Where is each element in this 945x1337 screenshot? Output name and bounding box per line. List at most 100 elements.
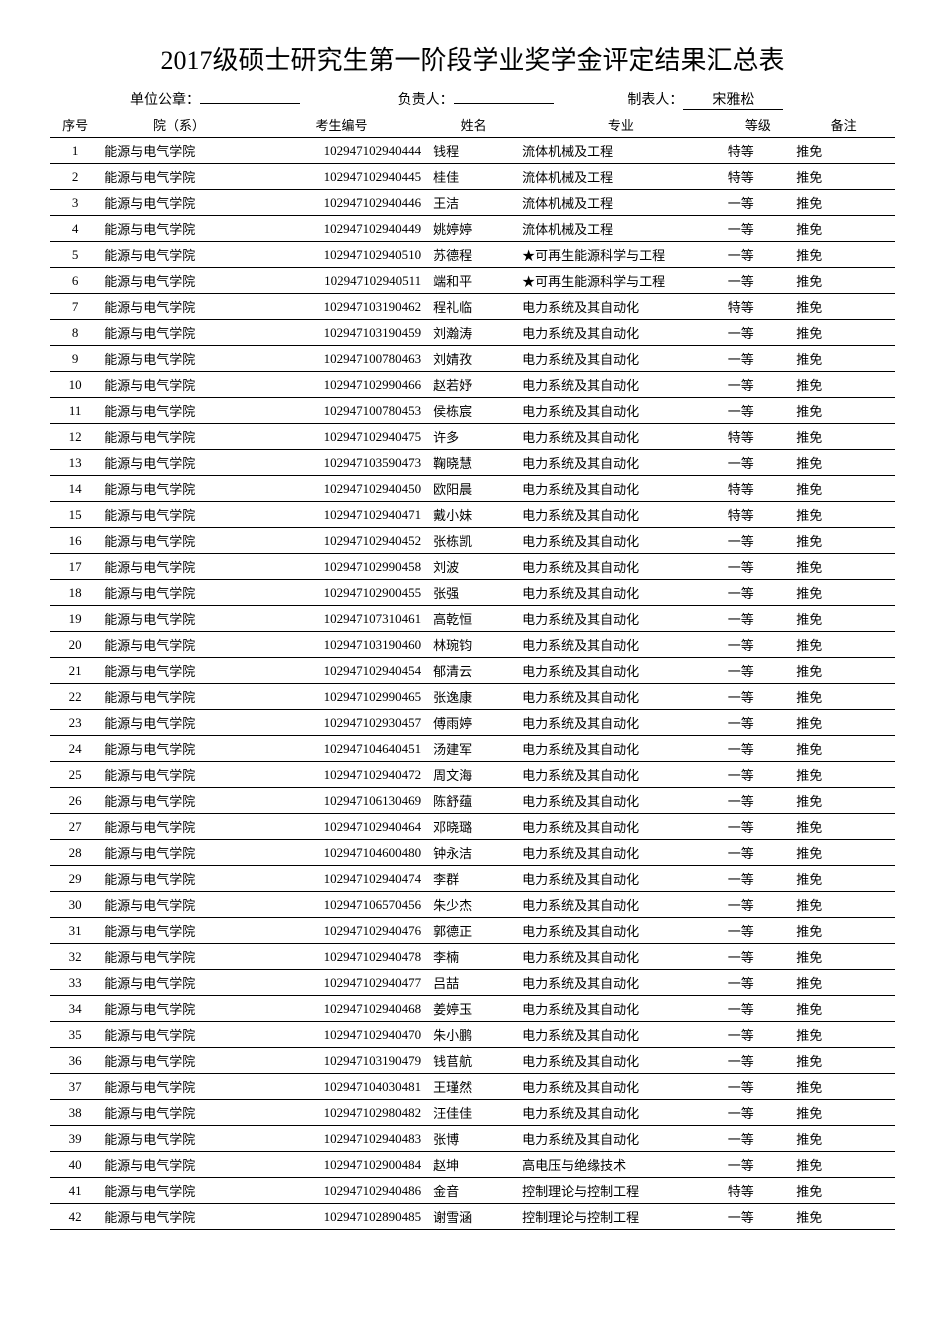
- table-cell: 能源与电气学院: [100, 1074, 258, 1100]
- table-cell: 电力系统及其自动化: [518, 502, 724, 528]
- table-row: 7能源与电气学院102947103190462程礼临电力系统及其自动化特等推免: [50, 294, 895, 320]
- table-cell: 能源与电气学院: [100, 372, 258, 398]
- table-cell: 2: [50, 164, 100, 190]
- table-cell: 26: [50, 788, 100, 814]
- table-cell: 一等: [724, 658, 793, 684]
- table-row: 1能源与电气学院102947102940444钱程流体机械及工程特等推免: [50, 138, 895, 164]
- table-cell: 推免: [792, 1074, 895, 1100]
- meta-maker: 制表人： 宋雅松: [627, 89, 855, 110]
- table-row: 6能源与电气学院102947102940511端和平★可再生能源科学与工程一等推…: [50, 268, 895, 294]
- table-cell: 姚婷婷: [429, 216, 518, 242]
- table-cell: 电力系统及其自动化: [518, 736, 724, 762]
- table-cell: 11: [50, 398, 100, 424]
- table-cell: 能源与电气学院: [100, 918, 258, 944]
- table-row: 25能源与电气学院102947102940472周文海电力系统及其自动化一等推免: [50, 762, 895, 788]
- table-cell: 能源与电气学院: [100, 840, 258, 866]
- table-row: 13能源与电气学院102947103590473鞠晓慧电力系统及其自动化一等推免: [50, 450, 895, 476]
- table-cell: 能源与电气学院: [100, 658, 258, 684]
- table-cell: 一等: [724, 736, 793, 762]
- table-cell: 特等: [724, 1178, 793, 1204]
- table-cell: 102947102990465: [258, 684, 429, 710]
- table-cell: 推免: [792, 138, 895, 164]
- table-cell: 电力系统及其自动化: [518, 970, 724, 996]
- col-header-dept: 院（系）: [100, 112, 258, 138]
- table-row: 9能源与电气学院102947100780463刘婧孜电力系统及其自动化一等推免: [50, 346, 895, 372]
- table-cell: 推免: [792, 866, 895, 892]
- table-cell: 102947102940468: [258, 996, 429, 1022]
- table-cell: 102947102890485: [258, 1204, 429, 1230]
- table-row: 11能源与电气学院102947100780453侯栋宸电力系统及其自动化一等推免: [50, 398, 895, 424]
- table-cell: 一等: [724, 918, 793, 944]
- table-cell: 102947103190462: [258, 294, 429, 320]
- table-cell: 推免: [792, 294, 895, 320]
- table-cell: 电力系统及其自动化: [518, 1048, 724, 1074]
- table-cell: 钟永洁: [429, 840, 518, 866]
- table-cell: 12: [50, 424, 100, 450]
- table-cell: 24: [50, 736, 100, 762]
- table-cell: 推免: [792, 658, 895, 684]
- table-cell: 能源与电气学院: [100, 762, 258, 788]
- table-cell: 一等: [724, 1204, 793, 1230]
- table-row: 29能源与电气学院102947102940474李群电力系统及其自动化一等推免: [50, 866, 895, 892]
- table-cell: 能源与电气学院: [100, 216, 258, 242]
- col-header-major: 专业: [518, 112, 724, 138]
- table-cell: 电力系统及其自动化: [518, 450, 724, 476]
- table-cell: 欧阳晨: [429, 476, 518, 502]
- table-cell: 30: [50, 892, 100, 918]
- page-title: 2017级硕士研究生第一阶段学业奖学金评定结果汇总表: [50, 40, 895, 77]
- table-cell: 一等: [724, 554, 793, 580]
- table-header-row: 序号 院（系） 考生编号 姓名 专业 等级 备注: [50, 112, 895, 138]
- table-cell: 一等: [724, 268, 793, 294]
- table-row: 10能源与电气学院102947102990466赵若妤电力系统及其自动化一等推免: [50, 372, 895, 398]
- table-row: 12能源与电气学院102947102940475许多电力系统及其自动化特等推免: [50, 424, 895, 450]
- table-cell: 能源与电气学院: [100, 502, 258, 528]
- table-cell: 邓晓璐: [429, 814, 518, 840]
- table-cell: 苏德程: [429, 242, 518, 268]
- table-cell: 朱小鹏: [429, 1022, 518, 1048]
- table-cell: 一等: [724, 970, 793, 996]
- table-cell: 推免: [792, 1126, 895, 1152]
- table-cell: 推免: [792, 892, 895, 918]
- table-cell: 一等: [724, 398, 793, 424]
- table-cell: 推免: [792, 528, 895, 554]
- table-cell: 能源与电气学院: [100, 190, 258, 216]
- table-cell: 一等: [724, 1152, 793, 1178]
- table-cell: 102947102990466: [258, 372, 429, 398]
- table-cell: 张博: [429, 1126, 518, 1152]
- table-cell: 一等: [724, 684, 793, 710]
- table-cell: 18: [50, 580, 100, 606]
- table-cell: 一等: [724, 580, 793, 606]
- table-cell: 能源与电气学院: [100, 814, 258, 840]
- table-cell: 102947102930457: [258, 710, 429, 736]
- table-cell: 张栋凯: [429, 528, 518, 554]
- col-header-name: 姓名: [429, 112, 518, 138]
- table-cell: 102947102940475: [258, 424, 429, 450]
- table-cell: 25: [50, 762, 100, 788]
- table-row: 33能源与电气学院102947102940477吕喆电力系统及其自动化一等推免: [50, 970, 895, 996]
- table-cell: 能源与电气学院: [100, 866, 258, 892]
- table-row: 28能源与电气学院102947104600480钟永洁电力系统及其自动化一等推免: [50, 840, 895, 866]
- table-cell: 特等: [724, 502, 793, 528]
- table-cell: 推免: [792, 190, 895, 216]
- meta-responsible-value: [454, 103, 554, 104]
- table-cell: 林琬钧: [429, 632, 518, 658]
- table-cell: 102947102940478: [258, 944, 429, 970]
- table-cell: 20: [50, 632, 100, 658]
- table-cell: 4: [50, 216, 100, 242]
- table-cell: 电力系统及其自动化: [518, 372, 724, 398]
- table-cell: 电力系统及其自动化: [518, 1100, 724, 1126]
- table-cell: 推免: [792, 606, 895, 632]
- table-cell: 一等: [724, 528, 793, 554]
- table-cell: 高电压与绝缘技术: [518, 1152, 724, 1178]
- table-cell: 一等: [724, 814, 793, 840]
- table-row: 31能源与电气学院102947102940476郭德正电力系统及其自动化一等推免: [50, 918, 895, 944]
- table-cell: 能源与电气学院: [100, 632, 258, 658]
- table-cell: 102947102940476: [258, 918, 429, 944]
- table-cell: 高乾恒: [429, 606, 518, 632]
- table-cell: 电力系统及其自动化: [518, 892, 724, 918]
- table-cell: 端和平: [429, 268, 518, 294]
- table-cell: 刘波: [429, 554, 518, 580]
- table-cell: 一等: [724, 892, 793, 918]
- table-cell: 102947102940450: [258, 476, 429, 502]
- table-cell: 3: [50, 190, 100, 216]
